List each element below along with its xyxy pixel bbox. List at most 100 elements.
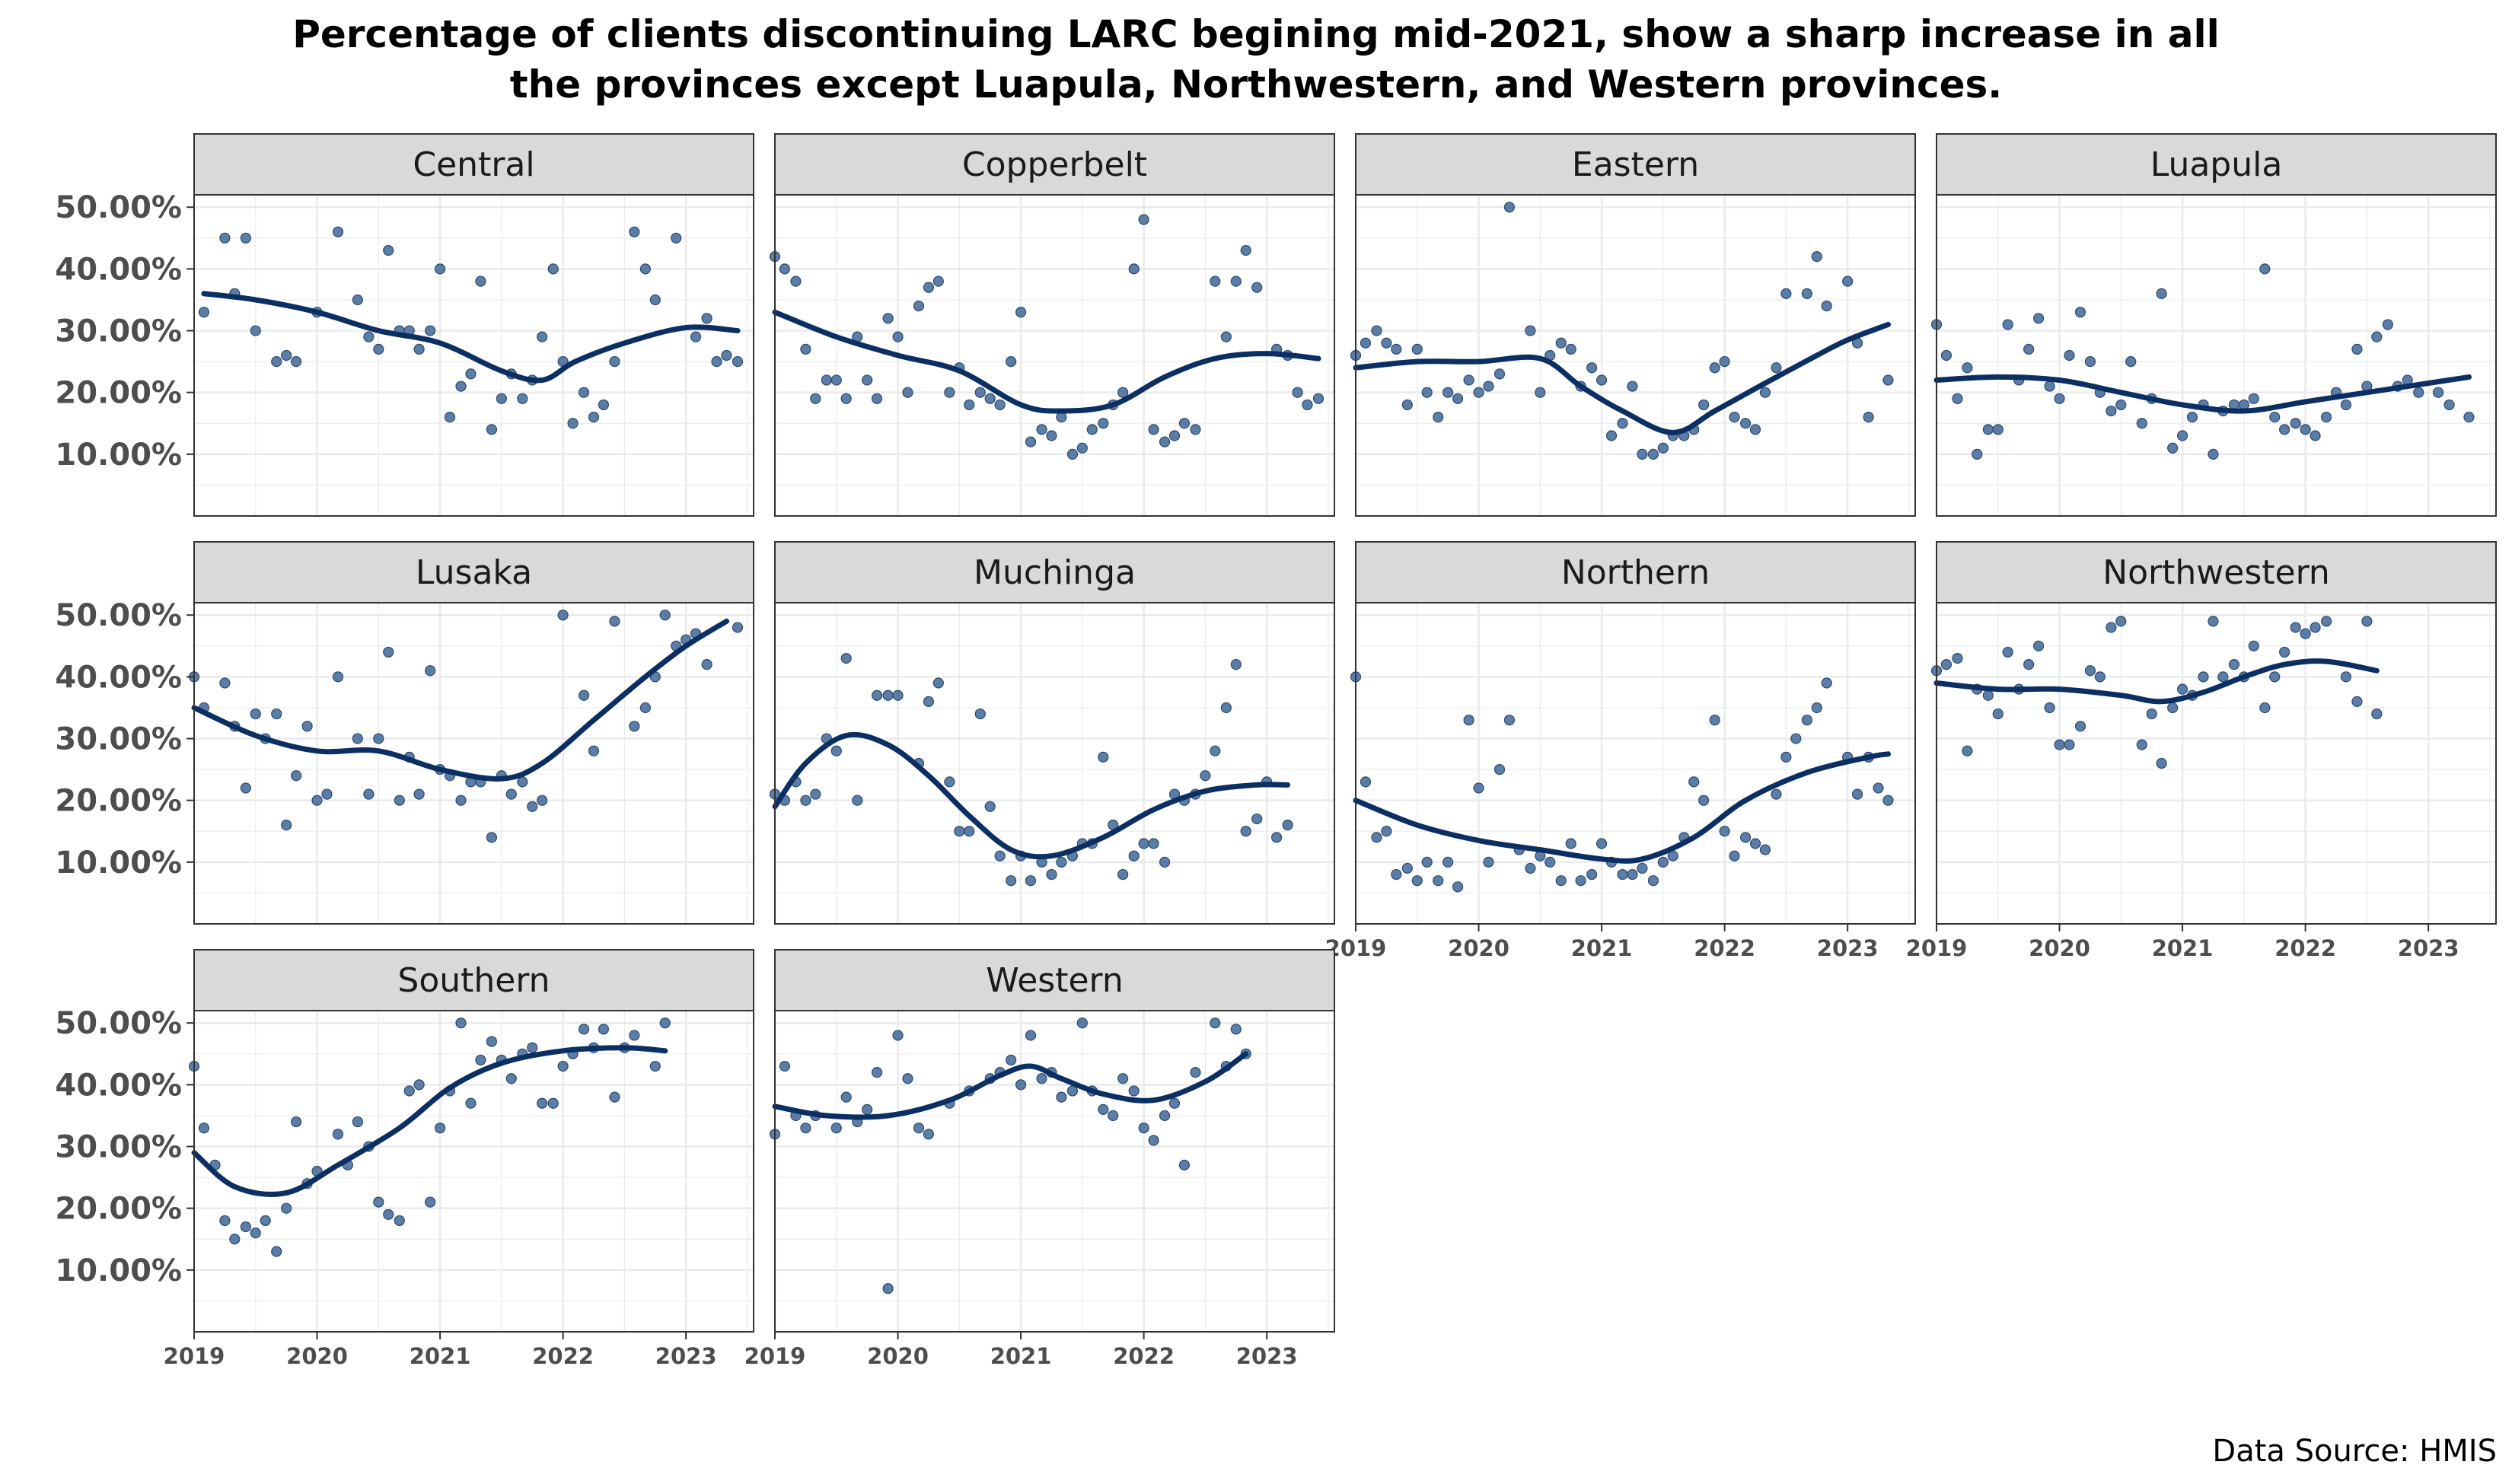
data-point (1128, 263, 1140, 275)
data-point (1952, 652, 1963, 664)
data-point (1698, 399, 1710, 411)
smooth-line (191, 618, 729, 782)
data-point (2156, 757, 2167, 769)
data-point (994, 399, 1006, 411)
x-tick-label: 2021 (990, 1343, 1052, 1369)
data-point (2371, 331, 2383, 342)
data-point (281, 349, 292, 361)
data-point (1006, 875, 1017, 887)
x-tick-label: 2022 (1694, 935, 1755, 961)
data-point (557, 610, 569, 621)
data-point (1025, 1030, 1037, 1041)
data-point (1811, 251, 1822, 263)
data-point (434, 1123, 446, 1134)
x-tick-label: 2023 (2398, 935, 2459, 961)
data-point (250, 708, 261, 720)
data-point (2074, 721, 2086, 732)
data-point (840, 652, 852, 664)
y-tick-label: 40.00% (55, 252, 182, 287)
data-point (1688, 776, 1700, 788)
data-point (913, 300, 925, 312)
data-point (629, 1030, 640, 1041)
data-point (1882, 795, 1894, 806)
data-point (1882, 374, 1894, 386)
panel-border (193, 602, 754, 925)
data-point (1138, 214, 1149, 225)
data-point (2248, 393, 2259, 404)
data-point (1036, 424, 1047, 435)
data-point (639, 702, 651, 714)
data-point (2320, 616, 2332, 627)
data-point (800, 343, 811, 355)
panel-border (193, 194, 754, 517)
data-point (1381, 826, 1392, 837)
data-point (475, 1054, 486, 1066)
data-point (1493, 368, 1506, 380)
data-point (994, 850, 1006, 861)
data-point (609, 1091, 620, 1103)
data-point (1056, 412, 1067, 423)
data-point (1292, 387, 1303, 398)
data-point (588, 745, 600, 756)
data-point (2064, 349, 2075, 361)
data-point (862, 1103, 873, 1115)
x-tick-label: 2023 (655, 1343, 717, 1369)
data-point (537, 1097, 548, 1109)
data-point (1302, 399, 1313, 411)
data-point (1982, 689, 1994, 701)
data-point (671, 232, 682, 244)
data-point (2167, 442, 2179, 454)
data-point (290, 356, 302, 368)
plot-background (1937, 603, 2496, 924)
data-point (1719, 826, 1730, 837)
data-point (1411, 875, 1423, 887)
smooth-line (772, 309, 1321, 414)
data-point (394, 795, 405, 806)
data-point (649, 294, 661, 306)
data-point (301, 721, 313, 732)
data-point (2290, 418, 2301, 429)
data-point (609, 616, 620, 627)
data-point (1605, 430, 1618, 441)
data-point (1873, 782, 1884, 794)
data-point (1401, 399, 1413, 411)
data-point (1483, 856, 1494, 868)
data-point (1411, 343, 1423, 355)
data-point (363, 331, 375, 342)
data-point (1821, 300, 1832, 312)
data-point (1056, 1091, 1067, 1103)
data-point (2136, 418, 2147, 429)
facet-strip (193, 541, 754, 603)
data-point (892, 689, 904, 701)
data-point (527, 1042, 538, 1053)
data-point (1066, 448, 1079, 460)
data-point (1790, 733, 1802, 744)
smooth-line (1353, 321, 1891, 435)
data-point (1015, 1079, 1027, 1091)
x-tick-label: 2019 (164, 1343, 225, 1369)
facet-strip-label: Western (986, 961, 1123, 1000)
data-point (403, 1085, 415, 1097)
plot-background (194, 1011, 754, 1332)
data-point (2186, 412, 2198, 423)
data-point (779, 263, 791, 275)
facet-strip (774, 133, 1335, 196)
data-point (1493, 764, 1506, 775)
data-point (2310, 430, 2321, 441)
data-point (1647, 448, 1659, 460)
data-point (2217, 671, 2229, 683)
x-tick-label: 2019 (1325, 935, 1387, 961)
y-tick-label: 30.00% (55, 1130, 182, 1165)
data-point (1251, 813, 1263, 825)
data-point (1178, 418, 1191, 429)
data-point (1210, 745, 1221, 756)
facet-strip (774, 949, 1335, 1011)
data-point (332, 671, 344, 683)
smooth-line (1933, 374, 2472, 414)
data-point (2032, 640, 2045, 651)
data-point (455, 1017, 467, 1029)
data-point (1108, 1110, 1119, 1122)
data-point (1251, 282, 1263, 293)
data-point (1647, 875, 1659, 887)
